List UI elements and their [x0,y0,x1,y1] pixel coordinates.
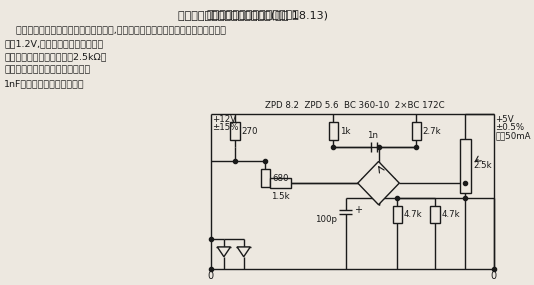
Text: +: + [354,205,362,215]
Text: 0: 0 [208,272,214,282]
Text: 具有小剩余电压的串联稳压电路(如图 18.13): 具有小剩余电压的串联稳压电路(如图 18.13) [178,10,328,20]
Bar [328,122,338,140]
Text: 0: 0 [491,272,497,282]
Text: +5V: +5V [496,115,514,124]
Bar [392,206,402,223]
Polygon shape [237,247,250,257]
Bar [270,178,291,188]
Text: 270: 270 [242,127,258,136]
Text: +12V: +12V [213,115,237,124]
Bar [412,122,421,140]
Text: ±0.5%: ±0.5% [496,123,524,132]
Text: 1k: 1k [340,127,350,136]
Text: 680: 680 [272,174,288,183]
Polygon shape [358,162,399,205]
Text: 1nF电容可以抑制高频振荡。: 1nF电容可以抑制高频振荡。 [4,79,85,88]
Bar [231,122,240,140]
Text: 位器可以使输出电压调至给定值。: 位器可以使输出电压调至给定值。 [4,66,90,75]
Text: 1.5k: 1.5k [271,192,290,201]
Polygon shape [217,247,231,257]
Text: 小至1.2V,采用两个稳压管可以保证: 小至1.2V,采用两个稳压管可以保证 [4,39,104,48]
Text: 4.7k: 4.7k [442,210,460,219]
Text: 该电路以串联晶体管的集电极作输出端,最低转入电压与稳定输出电压间的电压差可: 该电路以串联晶体管的集电极作输出端,最低转入电压与稳定输出电压间的电压差可 [4,26,226,35]
Text: 1n: 1n [367,131,379,140]
Bar [430,206,440,223]
Text: 4.7k: 4.7k [404,210,422,219]
Bar [460,139,471,193]
Text: ±15%: ±15% [213,123,239,132]
Text: 2.5k: 2.5k [474,161,492,170]
Text: 具有小剩余电压的串联稳压电路: 具有小剩余电压的串联稳压电路 [207,10,300,20]
Text: 100p: 100p [315,215,337,223]
Text: 最大50mA: 最大50mA [496,131,531,140]
Text: 2.7k: 2.7k [423,127,442,136]
Text: 输出电压有高稳定度。利用2.5kΩ电: 输出电压有高稳定度。利用2.5kΩ电 [4,52,107,62]
Bar [261,169,270,187]
Text: ZPD 8.2  ZPD 5.6  BC 360-10  2×BC 172C: ZPD 8.2 ZPD 5.6 BC 360-10 2×BC 172C [265,101,445,110]
